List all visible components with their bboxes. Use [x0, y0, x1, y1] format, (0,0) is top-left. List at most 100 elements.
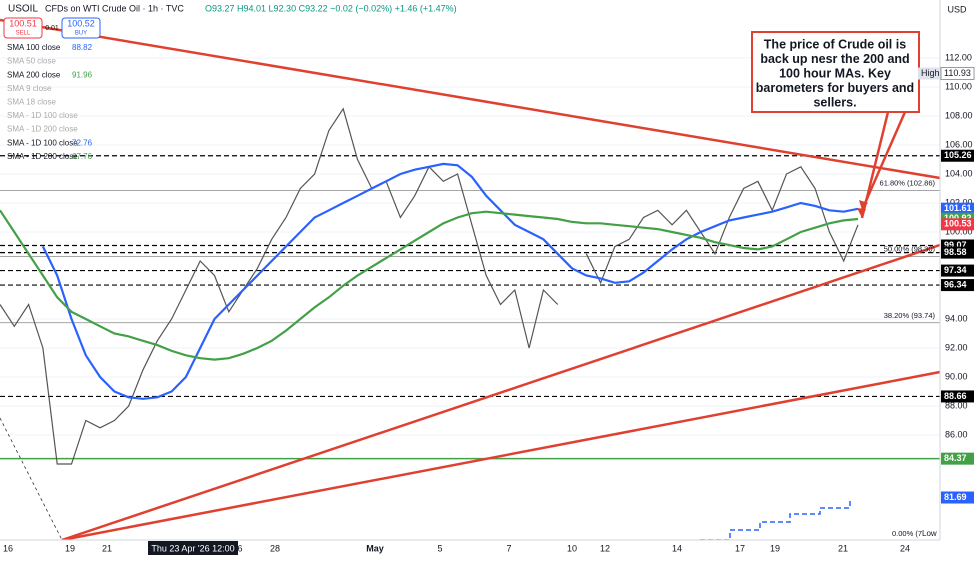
indicator-name: SMA 200 close — [7, 70, 61, 79]
indicator-name: SMA 9 close — [7, 84, 52, 93]
level-label: 96.34 — [944, 279, 967, 289]
indicator-line — [700, 500, 851, 541]
sell-button[interactable] — [3, 17, 43, 39]
description: CFDs on WTI Crude Oil · 1h · TVC — [45, 3, 184, 13]
series-line — [41, 162, 859, 400]
x-tick-label: 5 — [437, 543, 442, 553]
x-tick-label: 14 — [672, 543, 682, 553]
annotation-line: barometers for buyers and — [756, 81, 914, 95]
buy-label: BUY — [75, 31, 87, 37]
x-tick-label: 19 — [65, 543, 75, 553]
level-label: 99.07 — [944, 240, 967, 250]
annotation-line: sellers. — [813, 95, 856, 109]
fib-label: 50.00% (98.30) — [884, 245, 936, 254]
trendline — [61, 370, 941, 542]
x-tick-label: May — [366, 543, 384, 553]
y-tick-label: 108.00 — [945, 110, 973, 120]
x-tick-label: 7 — [506, 543, 511, 553]
sell-price: 100.51 — [9, 18, 37, 28]
level-label: 81.69 — [944, 492, 967, 502]
y-tick-label: 88.00 — [945, 400, 968, 410]
sell-label: SELL — [16, 31, 31, 37]
indicator-name: SMA - 1D 200 close — [7, 152, 78, 161]
series-line — [0, 209, 859, 361]
indicator-name: SMA - 1D 200 close — [7, 125, 78, 134]
low-label: Low — [922, 529, 937, 538]
level-tag — [941, 246, 974, 259]
annotation-box — [751, 31, 920, 113]
x-tick-label: 21 — [838, 543, 848, 553]
y-tick-label: 106.00 — [945, 139, 973, 149]
y-tick-label: 100.00 — [945, 226, 973, 236]
level-tag — [941, 264, 974, 277]
trendline — [0, 18, 941, 180]
annotation-line: 100 hour MAs. Key — [779, 66, 891, 80]
x-tick-label: 17 — [735, 543, 745, 553]
arrow — [860, 111, 907, 211]
indicator-name: SMA - 1D 100 close — [7, 138, 78, 147]
y-tick-label: 104.00 — [945, 168, 973, 178]
level-tag — [941, 491, 974, 504]
high-price-tag — [940, 67, 975, 81]
indicator-name: SMA 50 close — [7, 57, 56, 66]
level-tag — [941, 149, 974, 162]
x-tick-label: 6 — [237, 543, 242, 553]
level-tag — [941, 452, 974, 465]
x-tick-label: 28 — [270, 543, 280, 553]
x-tick-label: 16 — [3, 543, 13, 553]
level-label: 88.66 — [944, 391, 967, 401]
annotation-line: The price of Crude oil is — [764, 37, 906, 51]
x-tick-label: 24 — [900, 543, 910, 553]
x-tick-label: Thu 23 Apr '26 12:00 — [151, 543, 234, 553]
indicator-name: SMA 18 close — [7, 98, 56, 107]
x-tick-label: 21 — [102, 543, 112, 553]
level-label: 101.61 — [944, 203, 972, 213]
y-tick-label: 90.00 — [945, 371, 968, 381]
indicator-value: 72.76 — [72, 138, 93, 147]
fib-label: 61.80% (102.86) — [880, 179, 936, 188]
level-label: 100.92 — [944, 213, 972, 223]
spread: 0.01 — [45, 25, 59, 32]
y-tick-label: 102.00 — [945, 197, 973, 207]
level-label: 105.26 — [944, 150, 972, 160]
time-axis — [0, 540, 940, 562]
y-tick-label: 112.00 — [945, 52, 972, 62]
level-tag — [941, 218, 974, 231]
currency: USD — [947, 4, 967, 14]
arrowhead — [857, 200, 868, 218]
indicator-name: SMA - 1D 100 close — [7, 111, 78, 120]
level-label: 84.37 — [944, 453, 967, 463]
symbol: USOIL — [8, 4, 38, 15]
buy-button[interactable] — [61, 17, 101, 39]
plot — [0, 57, 940, 465]
indicator-value: 88.82 — [72, 43, 93, 52]
x-tick-label: 19 — [770, 543, 780, 553]
high-label: High — [921, 68, 940, 78]
indicator-name: SMA 100 close — [7, 43, 61, 52]
high-value: 110.93 — [944, 68, 971, 78]
y-tick-label: 86.00 — [945, 429, 968, 439]
projection-line — [0, 417, 63, 541]
y-tick-label: 92.00 — [945, 342, 968, 352]
crosshair-tag — [148, 541, 238, 555]
y-tick-label: 110.00 — [945, 81, 972, 91]
y-tick-label: 94.00 — [945, 313, 968, 323]
x-tick-label: 12 — [600, 543, 610, 553]
level-tag — [941, 390, 974, 403]
trendline — [61, 243, 941, 542]
level-tag — [941, 202, 974, 215]
x-tick-label: 10 — [567, 543, 577, 553]
header: USOIL CFDs on WTI Crude Oil · 1h · TVC O… — [3, 3, 457, 39]
ohlc: O93.27 H94.01 L92.30 C93.22 −0.02 (−0.02… — [205, 3, 457, 13]
level-label: 100.53 — [944, 219, 972, 229]
indicator-value: 91.96 — [72, 70, 93, 79]
buy-price: 100.52 — [67, 18, 95, 28]
low-pct: 0.00% (7 — [892, 529, 922, 538]
level-label: 97.34 — [944, 265, 967, 275]
high-tag — [918, 67, 940, 80]
indicator-value: 67.76 — [72, 152, 93, 161]
level-tag — [941, 279, 974, 292]
